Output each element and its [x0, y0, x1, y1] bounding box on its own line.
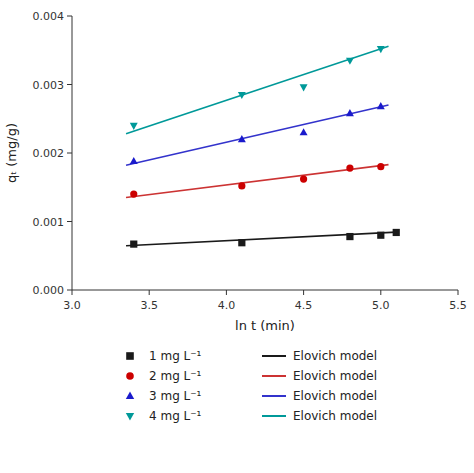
legend-symbol: [126, 352, 134, 360]
legend-symbol: [126, 372, 134, 380]
fit-line: [126, 46, 388, 134]
legend-symbol: [262, 395, 286, 397]
legend-label: 1 mg L⁻¹: [149, 349, 202, 363]
y-tick: [67, 290, 72, 291]
data-point: [300, 84, 308, 91]
x-tick-label: 3.5: [140, 299, 158, 312]
plot-area: [126, 46, 400, 248]
data-point: [346, 109, 354, 116]
fit-line: [126, 232, 396, 246]
data-point: [377, 102, 385, 109]
y-tick: [67, 221, 72, 222]
data-point: [346, 58, 354, 65]
legend-symbol: [126, 413, 134, 421]
x-tick: [72, 290, 73, 295]
data-point: [238, 92, 246, 99]
fit-line: [126, 165, 388, 198]
legend-label: 3 mg L⁻¹: [149, 389, 202, 403]
y-tick-label: 0.002: [33, 147, 65, 160]
legend-symbol: [262, 355, 286, 357]
data-point: [377, 163, 384, 170]
x-tick: [380, 290, 381, 295]
data-point: [238, 182, 245, 189]
y-tick-label: 0.000: [33, 284, 65, 297]
y-axis-label: qₜ (mg/g): [4, 123, 19, 183]
y-tick: [67, 84, 72, 85]
legend-label: 4 mg L⁻¹: [149, 409, 202, 423]
x-tick: [149, 290, 150, 295]
legend-label: 2 mg L⁻¹: [149, 369, 202, 383]
y-tick: [67, 153, 72, 154]
data-point: [130, 157, 138, 164]
y-tick-label: 0.004: [33, 10, 65, 23]
legend-symbol: [262, 375, 286, 377]
legend-label: Elovich model: [293, 349, 377, 363]
legend-label: Elovich model: [293, 369, 377, 383]
data-point: [238, 239, 245, 246]
x-axis-line: [72, 290, 458, 291]
y-tick: [67, 16, 72, 17]
data-point: [346, 233, 353, 240]
x-axis-label: ln t (min): [235, 318, 295, 333]
data-point: [300, 128, 308, 135]
data-point: [346, 164, 353, 171]
data-point: [130, 123, 138, 130]
x-tick: [226, 290, 227, 295]
data-point: [238, 135, 246, 142]
chart: 0.000 0.001 0.002 0.003 0.004 3.0 3.5 4.0 4.5 5.0…: [0, 0, 474, 473]
x-tick: [303, 290, 304, 295]
data-point: [130, 191, 137, 198]
y-tick-label: 0.003: [33, 79, 65, 92]
legend-label: Elovich model: [293, 409, 377, 423]
y-tick-label: 0.001: [33, 216, 65, 229]
x-tick-label: 4.5: [295, 299, 313, 312]
x-tick-label: 4.0: [218, 299, 236, 312]
data-point: [130, 241, 137, 248]
legend: 1 mg L⁻¹ 2 mg L⁻¹ 3 mg L⁻¹ 4 mg L⁻¹ Elovich …: [126, 349, 377, 423]
legend-label: Elovich model: [293, 389, 377, 403]
legend-symbol: [126, 391, 134, 399]
x-tick-label: 5.5: [449, 299, 467, 312]
x-tick-label: 5.0: [372, 299, 390, 312]
x-tick-label: 3.0: [63, 299, 81, 312]
legend-symbol: [262, 415, 286, 417]
data-point: [300, 175, 307, 182]
data-point: [393, 229, 400, 236]
fit-line: [126, 105, 388, 165]
data-point: [377, 46, 385, 53]
data-point: [377, 232, 384, 239]
x-tick: [458, 290, 459, 295]
